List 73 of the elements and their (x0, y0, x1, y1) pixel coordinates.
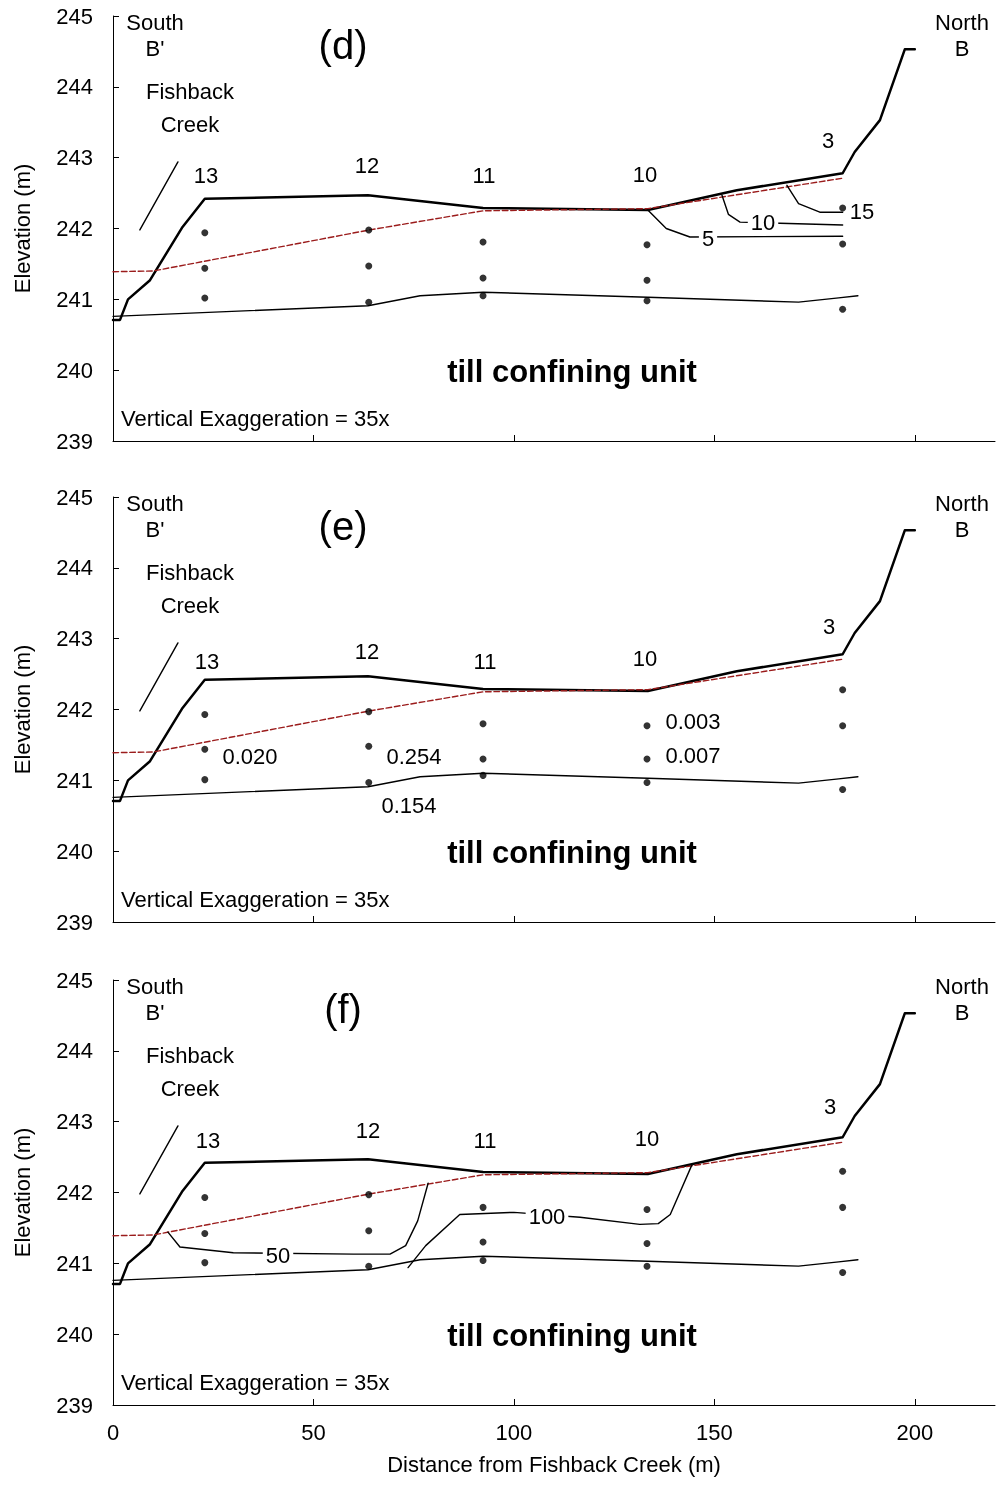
y-tick-label: 243 (56, 1109, 93, 1135)
annotation: 13 (194, 648, 220, 674)
annotation: 0.003 (665, 708, 721, 734)
y-axis-title: Elevation (m) (9, 644, 35, 775)
annotation: (f) (324, 987, 362, 1031)
y-tick-label: 239 (56, 909, 93, 935)
annotation: South B' (126, 9, 184, 61)
y-axis-title: Elevation (m) (9, 1127, 35, 1258)
annotation: till confining unit (447, 1317, 697, 1353)
y-tick-label: 245 (56, 484, 93, 510)
annotation: (e) (318, 504, 368, 548)
annotation: 10 (632, 645, 658, 671)
annotation: 11 (473, 1127, 497, 1153)
y-tick-label: 244 (56, 74, 93, 100)
annotation: North B (935, 9, 989, 61)
annotation: 12 (355, 1117, 381, 1143)
annotation: 12 (354, 152, 380, 178)
annotation: 13 (195, 1127, 221, 1153)
annotation: 15 (849, 198, 875, 224)
annotation: North B (935, 490, 989, 542)
annotation: 5 (701, 225, 715, 251)
y-tick-label: 241 (56, 767, 93, 793)
x-tick-label: 50 (301, 1419, 326, 1445)
x-tick-label: 100 (495, 1419, 533, 1445)
annotation: 3 (822, 613, 836, 639)
annotation: 0.020 (222, 743, 278, 769)
y-tick-label: 242 (56, 1180, 93, 1205)
x-axis-title: Distance from Fishback Creek (m) (387, 1451, 721, 1477)
annotation: (d) (318, 23, 368, 67)
annotation: 10 (750, 209, 776, 235)
annotation: 10 (632, 161, 658, 187)
y-axis-title: Elevation (m) (9, 163, 35, 294)
annotation: Vertical Exaggeration = 35x (121, 405, 390, 431)
annotation: 50 (265, 1242, 291, 1268)
x-tick-label: 150 (696, 1419, 733, 1445)
annotation: 100 (528, 1203, 566, 1229)
annotation: North B (935, 973, 989, 1025)
y-tick-label: 239 (56, 1392, 93, 1418)
annotation: Fishback Creek (145, 560, 236, 618)
annotation: 12 (354, 638, 380, 664)
annotation: 0.254 (386, 743, 442, 769)
x-tick-label: 200 (896, 1419, 934, 1445)
y-tick-label: 241 (56, 286, 93, 312)
annotation: 3 (821, 127, 835, 153)
annotation: South B' (126, 490, 184, 542)
y-tick-label: 241 (56, 1250, 93, 1276)
annotation: Fishback Creek (145, 79, 236, 137)
annotation: 11 (473, 648, 497, 674)
annotation: Vertical Exaggeration = 35x (121, 886, 390, 912)
y-tick-label: 244 (56, 1038, 93, 1064)
y-tick-label: 242 (56, 216, 93, 241)
y-tick-label: 240 (56, 838, 93, 864)
y-tick-label: 240 (56, 1321, 93, 1347)
annotation: till confining unit (447, 353, 697, 389)
annotation: Vertical Exaggeration = 35x (121, 1369, 390, 1395)
y-tick-label: 245 (56, 3, 93, 29)
annotation: 13 (193, 162, 219, 188)
y-tick-label: 240 (56, 357, 93, 383)
annotation: 3 (823, 1093, 837, 1119)
y-tick-label: 242 (56, 697, 93, 722)
y-tick-label: 243 (56, 145, 93, 171)
annotation: South B' (126, 973, 184, 1025)
x-tick-label: 0 (106, 1419, 120, 1445)
annotation: Fishback Creek (145, 1043, 236, 1101)
annotation: 11 (472, 162, 496, 188)
y-tick-label: 243 (56, 626, 93, 652)
annotation: 10 (634, 1125, 660, 1151)
annotation: 0.154 (381, 792, 437, 818)
y-tick-label: 245 (56, 967, 93, 993)
annotation: till confining unit (447, 834, 697, 870)
annotation: 0.007 (665, 742, 721, 768)
y-tick-label: 239 (56, 428, 93, 454)
y-tick-label: 244 (56, 555, 93, 581)
